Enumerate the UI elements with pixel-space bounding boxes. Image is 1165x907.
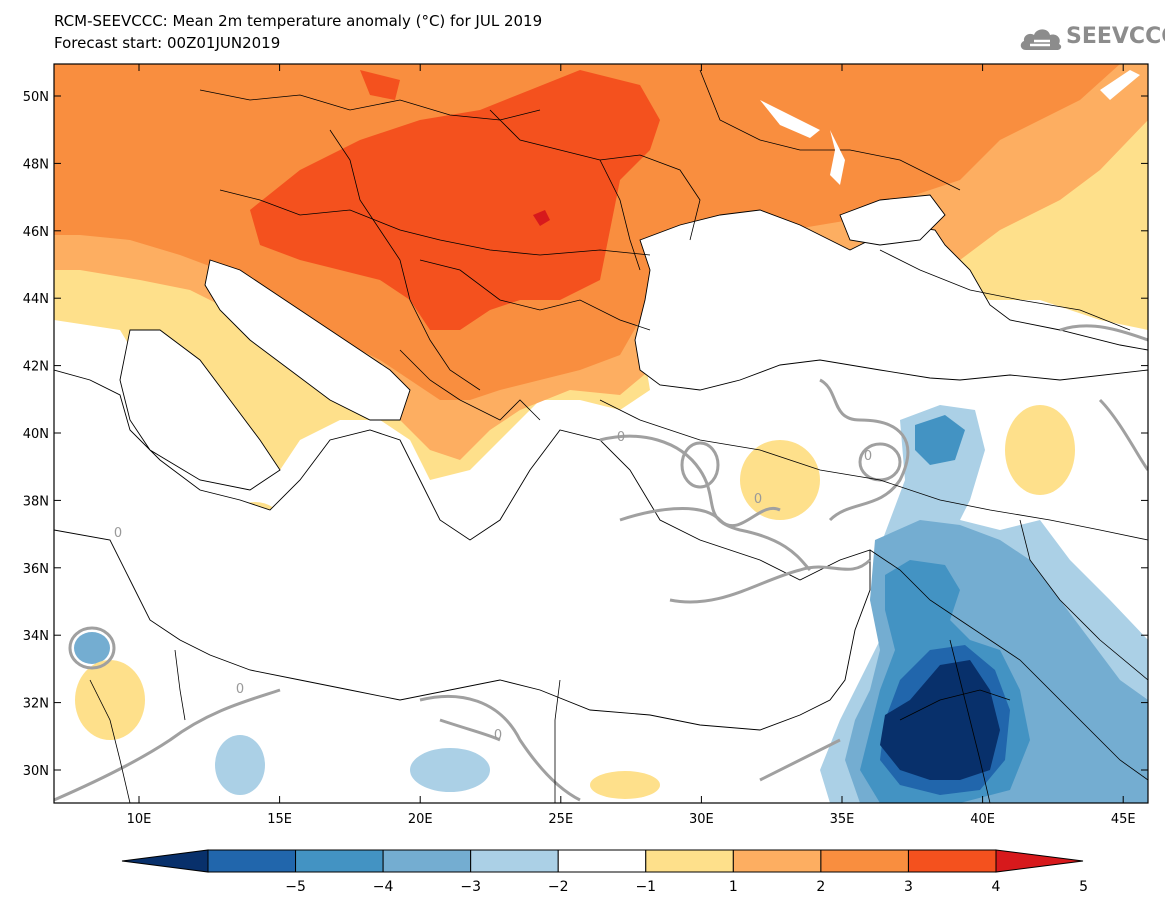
contour-label: 0: [617, 430, 625, 445]
lat-label: 46N: [23, 225, 49, 240]
lon-label: 40E: [970, 812, 995, 827]
anomaly-patch: [1005, 405, 1075, 495]
colorbar-tick-label: 2: [816, 879, 825, 895]
anomaly-area-5: [533, 210, 550, 226]
colorbar-swatch: [907, 849, 997, 873]
colorbar-swatch: [470, 849, 559, 873]
contour-label: 0: [754, 492, 762, 507]
colorbar-swatch: [645, 849, 734, 873]
sea-of-azov: [839, 194, 946, 246]
colorbar-tick-label: 4: [992, 879, 1001, 895]
colorbar-tick-label: 3: [904, 879, 913, 895]
colorbar-min-arrow: [121, 849, 209, 873]
map-title: RCM-SEEVCCC: Mean 2m temperature anomaly…: [54, 12, 543, 30]
zero-contour-lines: [54, 324, 1148, 802]
logo-text: SEEVCCC: [1066, 24, 1165, 49]
lat-label: 48N: [23, 157, 49, 172]
colorbar-swatch: [557, 849, 647, 873]
mediterranean-sea: [54, 369, 871, 731]
lat-label: 34N: [23, 629, 49, 644]
colorbar: −5 −4 −3 −2 −1 1 2 3 4 5: [121, 849, 1088, 895]
anomaly-area-4-5b: [360, 70, 400, 100]
colorbar-tick-label: −1: [635, 879, 656, 895]
contour-label: 0: [236, 682, 244, 697]
lat-label: 30N: [23, 764, 49, 779]
lon-label: 20E: [408, 812, 433, 827]
colorbar-tick-label: 5: [1079, 879, 1088, 895]
lon-label: 35E: [830, 812, 855, 827]
lon-label: 25E: [548, 812, 573, 827]
anomaly-area-4-5: [250, 70, 660, 330]
lat-label: 38N: [23, 494, 49, 509]
lat-label: 50N: [23, 90, 49, 105]
contour-label: 0: [864, 449, 872, 464]
lat-label: 42N: [23, 360, 49, 375]
lat-label: 44N: [23, 292, 49, 307]
colorbar-swatch: [295, 849, 384, 873]
lon-label: 45E: [1111, 812, 1136, 827]
lat-label: 36N: [23, 562, 49, 577]
forecast-start-label: Forecast start: 00Z01JUN2019: [54, 34, 281, 52]
adriatic-sea: [204, 259, 411, 421]
lon-label: 30E: [689, 812, 714, 827]
colorbar-tick-label: −3: [460, 879, 481, 895]
colorbar-swatch: [382, 849, 472, 873]
colorbar-swatch: [207, 849, 297, 873]
anomaly-patch: [74, 632, 110, 664]
contour-label: 0: [114, 526, 122, 541]
axis-ticks: 50N 48N 46N 44N 42N 40N 38N 36N 34N 32N 30N 10E 15E 2…: [23, 64, 1148, 827]
black-sea: [634, 209, 1148, 391]
anomaly-patch: [590, 771, 660, 799]
lon-label: 10E: [127, 812, 152, 827]
country-borders: [89, 69, 1148, 803]
contour-label: 0: [494, 728, 502, 743]
cloud-icon: [1020, 29, 1062, 50]
anomaly-patch: [740, 440, 820, 520]
tyrrhenian-sea: [119, 329, 281, 491]
colorbar-tick-label: −4: [373, 879, 394, 895]
colorbar-swatch: [820, 849, 909, 873]
colorbar-tick-label: −2: [548, 879, 569, 895]
anomaly-patch: [410, 748, 490, 792]
colorbar-swatch: [732, 849, 822, 873]
anomaly-patch: [75, 660, 145, 740]
lon-label: 15E: [267, 812, 292, 827]
colorbar-max-arrow: [995, 849, 1084, 873]
colorbar-tick-label: 1: [729, 879, 738, 895]
anomaly-area-neg3-east: [915, 415, 965, 465]
anomaly-area-below-neg5: [880, 660, 1000, 780]
lat-label: 32N: [23, 697, 49, 712]
seevccc-logo: SEEVCCC: [1018, 20, 1165, 58]
colorbar-tick-label: −5: [285, 879, 306, 895]
lat-label: 40N: [23, 427, 49, 442]
anomaly-patch: [215, 735, 265, 795]
